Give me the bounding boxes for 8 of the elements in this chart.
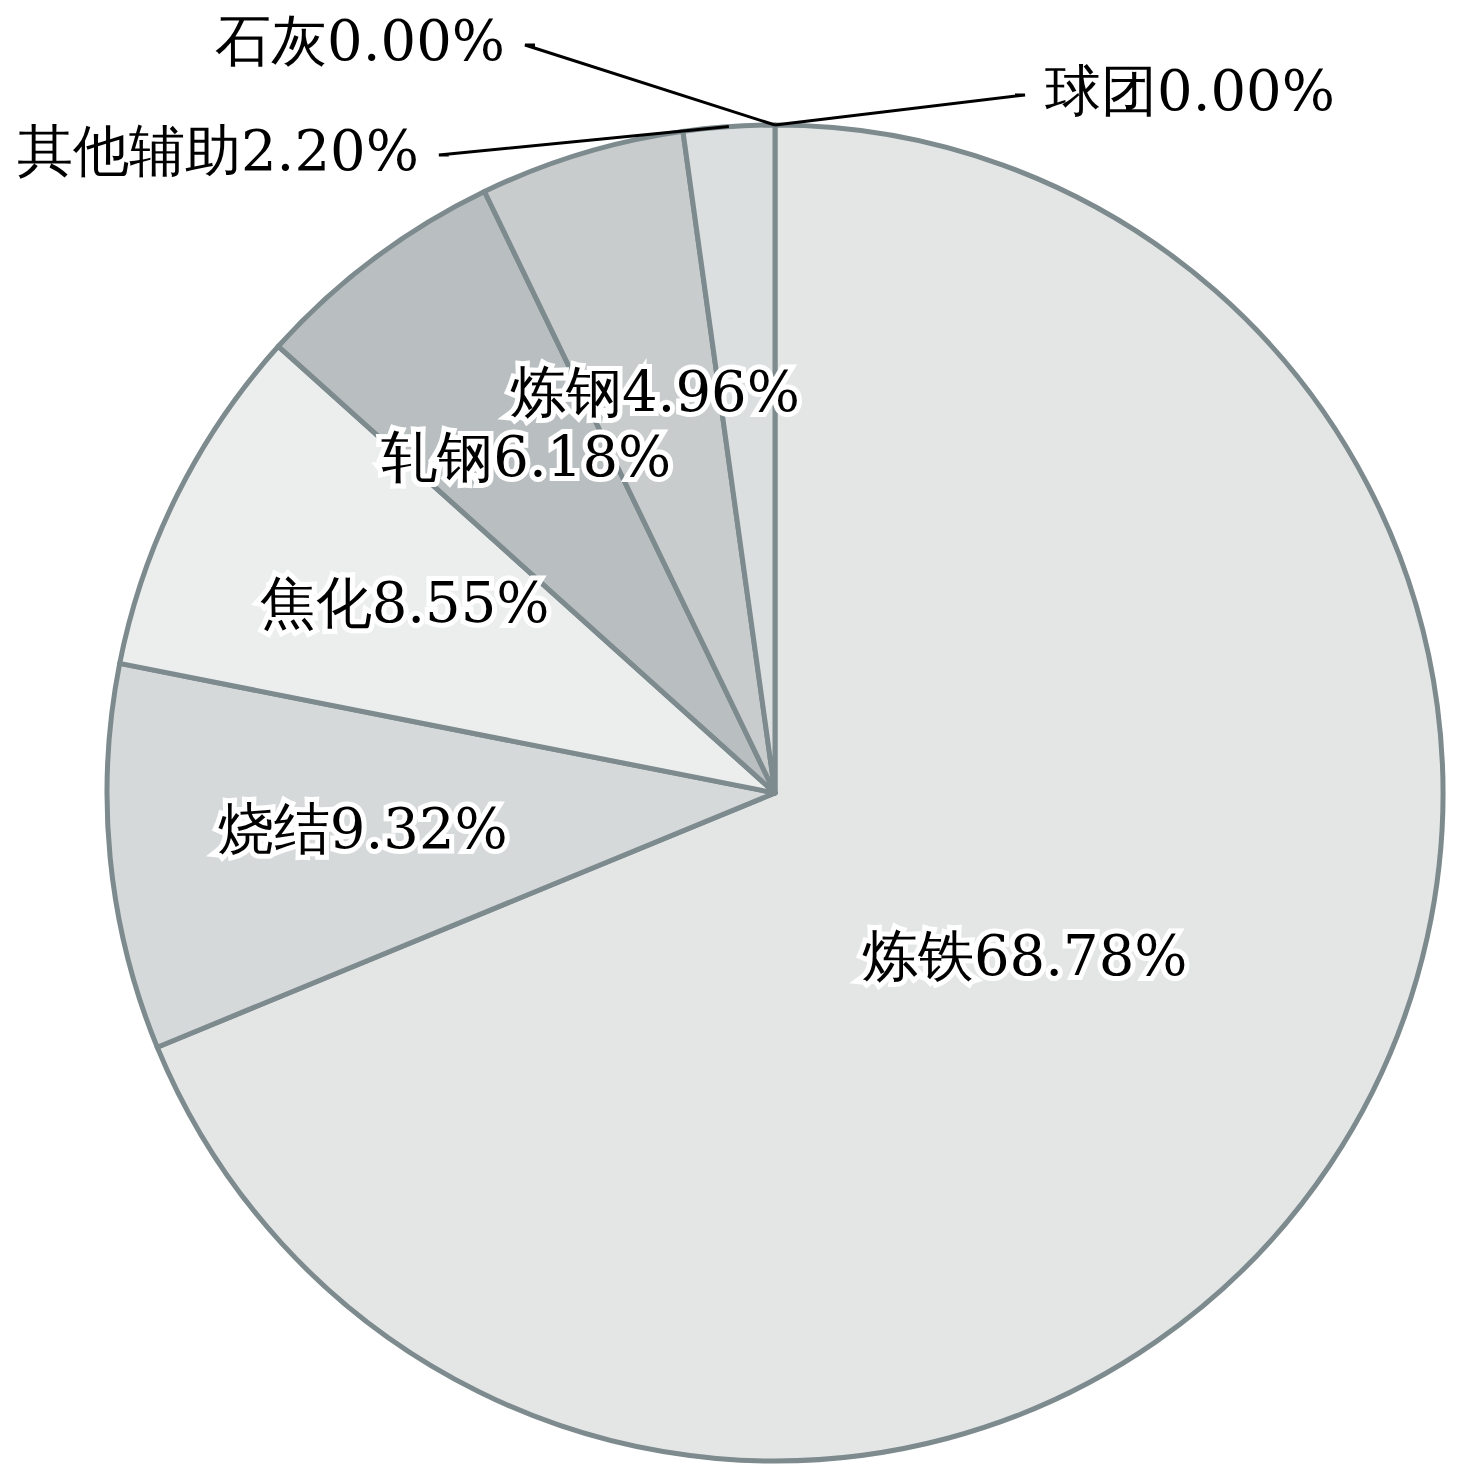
category-label: 石灰0.00% — [215, 7, 505, 73]
slice-label: 烧结9.32% — [217, 795, 508, 861]
slice-label: 炼钢4.96% — [510, 359, 800, 425]
slice-label: 其他辅助2.20% — [16, 117, 419, 183]
legend-label: 球团0.00% — [1045, 57, 1335, 123]
slice-label: 炼铁68.78% — [861, 922, 1188, 988]
slice-label: 轧钢6.18% — [381, 424, 672, 490]
slice-label: 焦化8.55% — [259, 570, 550, 636]
